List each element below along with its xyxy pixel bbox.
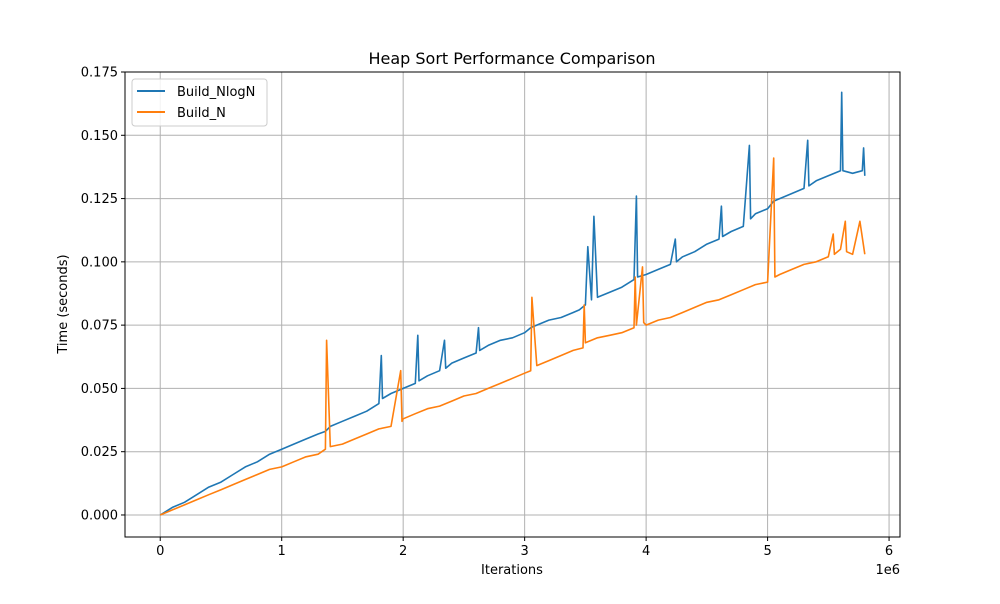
y-tick-label: 0.150 bbox=[81, 129, 118, 144]
x-tick-label: 3 bbox=[521, 544, 529, 559]
y-tick-label: 0.075 bbox=[81, 319, 118, 334]
x-tick-label: 6 bbox=[885, 544, 893, 559]
legend-label-build-n: Build_N bbox=[177, 106, 226, 121]
y-tick-label: 0.025 bbox=[81, 445, 118, 460]
y-axis-ticks: 0.000 0.025 0.050 0.075 0.100 0.125 0.150 0.175 bbox=[81, 66, 125, 523]
series-line-build-n bbox=[159, 157, 866, 516]
x-tick-label: 0 bbox=[156, 544, 164, 559]
y-axis-label: Time (seconds) bbox=[56, 254, 71, 354]
x-axis-ticks: 0 1 2 3 4 5 6 bbox=[156, 537, 893, 559]
chart-title: Heap Sort Performance Comparison bbox=[368, 49, 655, 68]
x-tick-label: 4 bbox=[642, 544, 650, 559]
x-tick-label: 1 bbox=[278, 544, 286, 559]
x-tick-label: 5 bbox=[763, 544, 771, 559]
x-axis-offset-label: 1e6 bbox=[875, 563, 900, 578]
y-tick-label: 0.100 bbox=[81, 255, 118, 270]
y-tick-label: 0.125 bbox=[81, 192, 118, 207]
legend: Build_NlogN Build_N bbox=[131, 78, 268, 127]
y-tick-label: 0.050 bbox=[81, 382, 118, 397]
y-tick-label: 0.000 bbox=[81, 508, 118, 523]
x-tick-label: 2 bbox=[399, 544, 407, 559]
y-tick-label: 0.175 bbox=[81, 66, 118, 81]
plot-frame bbox=[124, 71, 901, 538]
x-axis-label: Iterations bbox=[481, 563, 543, 578]
legend-label-build-nlogn: Build_NlogN bbox=[177, 85, 255, 100]
legend-box bbox=[131, 78, 268, 127]
series-layer bbox=[159, 91, 866, 516]
